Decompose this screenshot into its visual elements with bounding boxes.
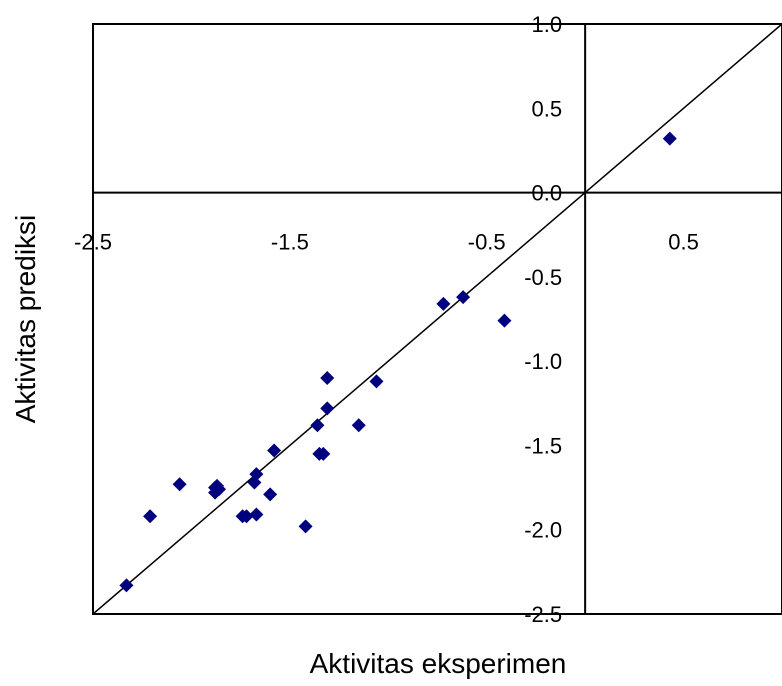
data-point	[267, 443, 282, 458]
data-point	[316, 446, 331, 461]
y-tick-labels: 1.0 0.5 0.0 -0.5 -1.0 -1.5 -2.0 -2.5	[524, 12, 562, 627]
x-tick-label: 0.5	[668, 230, 699, 255]
y-tick-label: -2.0	[524, 518, 562, 543]
y-tick-label: 0.0	[532, 181, 563, 206]
x-tick-label: -2.5	[74, 230, 112, 255]
data-point	[247, 475, 262, 490]
data-point	[320, 401, 335, 416]
data-point	[456, 290, 471, 305]
x-axis-title: Aktivitas eksperimen	[310, 648, 567, 679]
y-tick-label: -1.0	[524, 349, 562, 374]
data-point	[436, 296, 451, 311]
data-point	[172, 477, 187, 492]
data-point	[263, 487, 278, 502]
data-point	[351, 418, 366, 433]
data-point	[369, 374, 384, 389]
y-tick-label: 0.5	[532, 96, 563, 121]
x-tick-label: -1.5	[271, 230, 309, 255]
plot-area-frame	[92, 23, 782, 615]
data-point	[320, 371, 335, 385]
data-point	[239, 509, 254, 524]
reference-line-y-equals-x	[92, 23, 782, 615]
data-point	[662, 131, 677, 146]
y-tick-label: -0.5	[524, 265, 562, 290]
axes	[93, 24, 782, 614]
y-axis-title: Aktivitas prediksi	[10, 215, 41, 424]
data-points	[119, 131, 677, 593]
data-point	[310, 418, 325, 433]
plot-frame	[92, 23, 782, 615]
y-tick-label: 1.0	[532, 12, 563, 37]
data-point	[119, 578, 134, 593]
data-point	[497, 313, 512, 328]
data-point	[143, 509, 158, 524]
data-point	[249, 507, 264, 522]
data-point	[298, 519, 313, 534]
data-point	[208, 485, 223, 500]
y-tick-label: -1.5	[524, 433, 562, 458]
x-tick-labels: -2.5 -1.5 -0.5 0.5	[74, 230, 699, 255]
x-tick-label: -0.5	[468, 230, 506, 255]
y-tick-label: -2.5	[524, 602, 562, 627]
